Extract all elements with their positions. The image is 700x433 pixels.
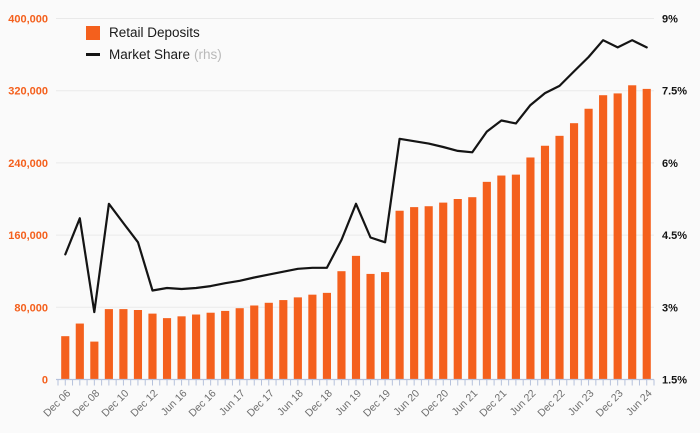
right-axis-tick-label: 3%	[662, 302, 678, 314]
retail-deposits-bar	[468, 197, 477, 380]
retail-deposits-bar	[279, 300, 288, 380]
retail-deposits-bar	[599, 95, 608, 380]
legend: Retail Deposits Market Share (rhs)	[86, 25, 222, 62]
retail-deposits-bar	[75, 323, 84, 380]
retail-deposits-bar	[439, 202, 448, 380]
retail-deposits-bar	[177, 316, 186, 380]
left-axis-tick-label: 320,000	[8, 86, 48, 98]
retail-deposits-swatch	[86, 25, 100, 40]
retail-deposits-bar	[526, 157, 535, 380]
retail-deposits-bar	[410, 207, 419, 380]
retail-deposits-bar	[366, 273, 375, 380]
x-tick-label: Dec 16	[187, 387, 219, 419]
retail-deposits-bar	[351, 255, 361, 380]
retail-deposits-bar	[308, 294, 317, 380]
retail-deposits-bar	[293, 297, 302, 380]
x-tick-label: Dec 21	[477, 387, 509, 419]
retail-deposits-bars	[61, 85, 651, 380]
x-tick-label: Jun 21	[449, 387, 480, 418]
retail-deposits-bar	[511, 174, 520, 380]
right-axis-tick-label: 4.5%	[662, 230, 687, 242]
retail-deposits-bar	[584, 108, 593, 380]
retail-deposits-bar	[613, 93, 622, 380]
legend-label-retail-deposits: Retail Deposits	[109, 25, 200, 40]
retail-deposits-bar	[381, 272, 390, 380]
x-tick-label: Dec 20	[419, 387, 451, 419]
retail-deposits-bar	[148, 313, 157, 380]
market-share-line-swatch	[86, 53, 100, 56]
left-axis-tick-label: 80,000	[14, 302, 48, 314]
legend-label-market-share: Market Share (rhs)	[109, 47, 222, 62]
left-axis-tick-label: 400,000	[8, 14, 48, 26]
left-axis-tick-label: 160,000	[8, 230, 48, 242]
retail-deposits-bar	[395, 210, 404, 380]
right-axis-tick-label: 6%	[662, 158, 678, 170]
y-gridlines	[56, 18, 654, 308]
market-share-line	[64, 39, 648, 314]
right-axis-tick-label: 1.5%	[662, 375, 687, 387]
x-tick-label: Jun 18	[275, 387, 306, 418]
x-tick-label: Jun 23	[566, 387, 597, 418]
retail-deposits-bar	[322, 292, 331, 380]
legend-item-retail-deposits: Retail Deposits	[86, 25, 222, 40]
retail-deposits-bar	[497, 175, 506, 380]
retail-deposits-bar	[104, 309, 113, 380]
rhs-suffix: (rhs)	[194, 47, 222, 62]
x-tick-label: Dec 18	[303, 387, 335, 419]
retail-deposits-bar	[555, 135, 564, 380]
x-tick-label: Jun 20	[391, 387, 422, 418]
retail-deposits-bar	[206, 312, 215, 380]
retail-deposits-bar	[569, 123, 579, 380]
left-axis-tick-label: 0	[42, 375, 48, 387]
retail-deposits-bar	[133, 310, 143, 380]
x-tick-label: Jun 24	[624, 387, 655, 418]
retail-deposits-bar	[221, 310, 230, 380]
right-axis-tick-label: 7.5%	[662, 86, 687, 98]
retail-deposits-bar	[540, 145, 550, 380]
x-tick-label: Dec 10	[99, 387, 131, 419]
retail-deposits-bar	[424, 206, 433, 380]
x-tick-label: Dec 23	[594, 387, 626, 419]
left-axis-tick-label: 240,000	[8, 158, 48, 170]
retail-deposits-bar	[90, 341, 99, 380]
x-tick-label: Dec 19	[361, 387, 393, 419]
x-axis	[56, 378, 655, 386]
retail-deposits-bar	[119, 309, 128, 380]
right-axis-tick-label: 9%	[662, 14, 678, 26]
x-tick-label: Jun 16	[159, 387, 190, 418]
legend-item-market-share: Market Share (rhs)	[86, 47, 222, 62]
retail-deposits-bar	[337, 271, 346, 380]
market-share-polyline	[64, 39, 648, 314]
x-tick-label: Jun 22	[508, 387, 539, 418]
x-tick-label: Jun 19	[333, 387, 364, 418]
x-tick-label: Dec 17	[245, 387, 277, 419]
retail-deposits-bar	[642, 88, 651, 380]
x-tick-label: Dec 08	[70, 387, 102, 419]
left-axis-labels: 0 80,000 160,000 240,000 320,000 400,000	[8, 14, 48, 387]
x-tick-label: Dec 22	[535, 387, 567, 419]
right-axis-labels: 1.5% 3% 4.5% 6% 7.5% 9%	[662, 14, 687, 387]
retail-deposits-bar	[264, 302, 273, 380]
x-tick-label: Dec 12	[128, 387, 160, 419]
retail-deposits-bar	[482, 181, 491, 380]
retail-deposits-bar	[61, 336, 70, 380]
retail-deposits-bar	[628, 85, 637, 380]
retail-deposits-bar	[453, 199, 462, 380]
retail-deposits-bar	[192, 314, 201, 380]
retail-deposits-bar	[235, 308, 244, 380]
x-tick-label: Jun 17	[217, 387, 248, 418]
x-tick-label: Dec 06	[41, 387, 73, 419]
retail-deposits-bar	[162, 318, 172, 380]
retail-deposits-bar	[250, 305, 259, 380]
